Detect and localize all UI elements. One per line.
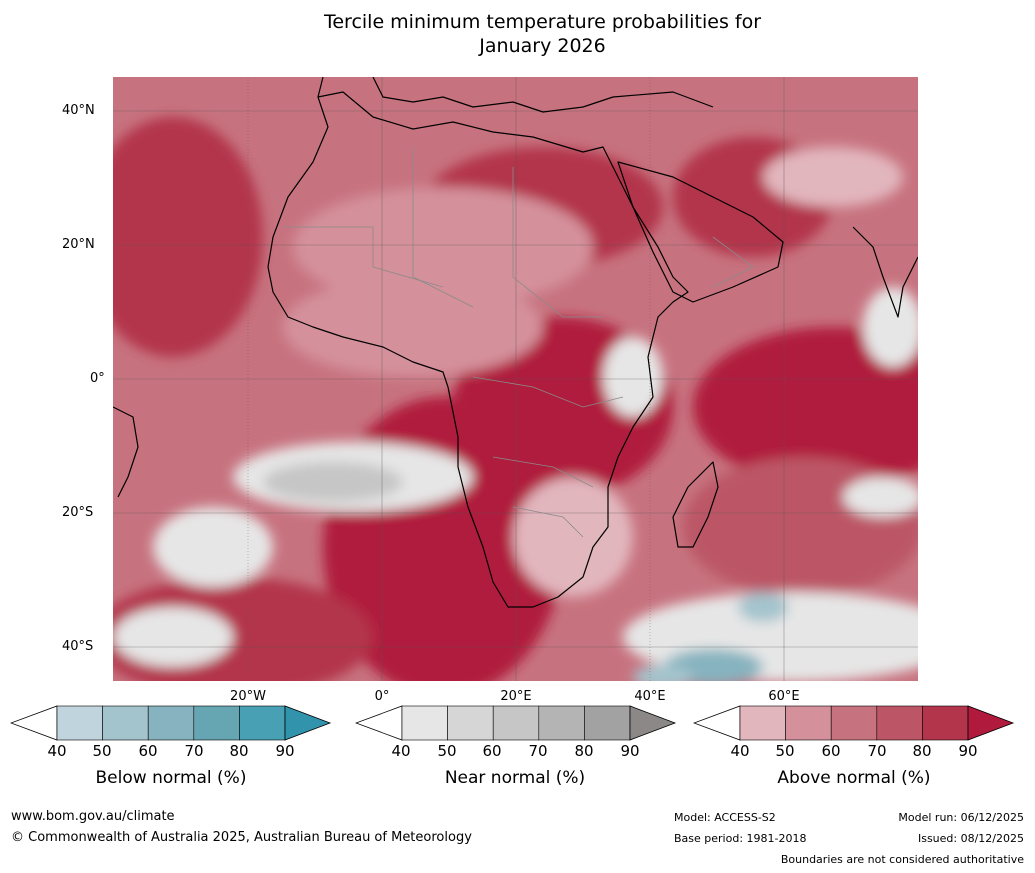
legend-near-title: Near normal (%) <box>444 768 586 788</box>
legend-below-tick: 60 <box>138 742 158 760</box>
legend-below-tick: 40 <box>47 742 67 760</box>
legend-below-tick: 90 <box>275 742 295 760</box>
legend-near-tick: 60 <box>482 742 502 760</box>
colorbar-extend-high <box>629 705 677 741</box>
colorbar-swatch <box>876 705 923 741</box>
colorbar-swatch <box>492 705 540 741</box>
legend-above-tick: 60 <box>821 742 841 760</box>
legend-above-tick: 90 <box>958 742 978 760</box>
lon-label-20w: 20°W <box>230 689 266 704</box>
legend-below-colorbar <box>10 705 332 741</box>
footer-base-period: Base period: 1981-2018 <box>674 832 807 845</box>
colorbar-extend-low <box>693 705 741 741</box>
legend-near-tick: 80 <box>574 742 594 760</box>
legend-above-tick: 50 <box>775 742 795 760</box>
footer-model-run: Model run: 06/12/2025 <box>898 811 1024 824</box>
probability-map <box>113 77 918 681</box>
country-borders <box>283 147 754 538</box>
legend-near-tick: 70 <box>528 742 548 760</box>
colorbar-swatch <box>239 705 286 741</box>
colorbar-extend-low <box>355 705 403 741</box>
map-title-line-1: Tercile minimum temperature probabilitie… <box>323 11 762 33</box>
lon-label-0: 0° <box>374 689 390 704</box>
legend-above-colorbar <box>693 705 1015 741</box>
footer-copyright: © Commonwealth of Australia 2025, Austra… <box>11 830 472 845</box>
legend-near-tick: 50 <box>437 742 457 760</box>
footer-issued: Issued: 08/12/2025 <box>917 832 1024 845</box>
footer-boundary-note: Boundaries are not considered authoritat… <box>780 853 1024 866</box>
legend-above-title: Above normal (%) <box>777 768 931 788</box>
legend-above-tick: 70 <box>867 742 887 760</box>
coastlines <box>113 77 918 608</box>
lat-label-20s: 20°S <box>62 505 94 520</box>
legend-above-normal <box>693 705 1015 741</box>
legend-below-tick: 70 <box>184 742 204 760</box>
colorbar-swatch <box>785 705 832 741</box>
probability-shading <box>113 117 918 681</box>
colorbar-swatch <box>922 705 969 741</box>
footer-model: Model: ACCESS-S2 <box>674 811 776 824</box>
colorbar-swatch <box>830 705 878 741</box>
lon-label-40e: 40°E <box>634 689 666 704</box>
legend-near-tick: 90 <box>620 742 640 760</box>
legend-above-tick: 80 <box>912 742 932 760</box>
legend-below-tick: 50 <box>92 742 112 760</box>
colorbar-extend-high <box>284 705 332 741</box>
lon-label-20e: 20°E <box>500 689 532 704</box>
colorbar-swatch <box>584 705 631 741</box>
lat-label-40n: 40°N <box>62 103 95 118</box>
colorbar-swatch <box>147 705 195 741</box>
colorbar-swatch <box>193 705 240 741</box>
legend-below-tick: 80 <box>229 742 249 760</box>
lon-label-60e: 60°E <box>768 689 800 704</box>
colorbar-swatch <box>739 705 786 741</box>
lat-label-equator: 0° <box>90 371 105 386</box>
colorbar-swatch <box>447 705 494 741</box>
lat-lon-grid <box>113 77 918 681</box>
colorbar-swatch <box>538 705 585 741</box>
colorbar-swatch <box>102 705 149 741</box>
map-title-line-2: January 2026 <box>479 35 606 57</box>
legend-near-colorbar <box>355 705 677 741</box>
colorbar-extend-low <box>10 705 58 741</box>
legend-below-title: Below normal (%) <box>95 768 247 788</box>
legend-near-normal <box>355 705 677 741</box>
colorbar-swatch <box>401 705 448 741</box>
legend-below-normal <box>10 705 332 741</box>
lat-label-20n: 20°N <box>62 237 95 252</box>
colorbar-extend-high <box>967 705 1015 741</box>
lat-label-40s: 40°S <box>62 639 94 654</box>
footer-url: www.bom.gov.au/climate <box>11 809 175 824</box>
legend-above-tick: 40 <box>730 742 750 760</box>
legend-near-tick: 40 <box>391 742 411 760</box>
colorbar-swatch <box>56 705 103 741</box>
